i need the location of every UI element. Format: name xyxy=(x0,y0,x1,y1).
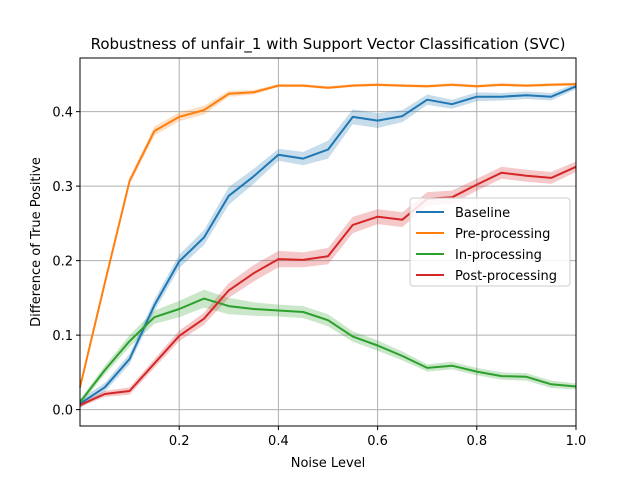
x-tick-label: 0.4 xyxy=(268,434,289,449)
grid xyxy=(80,58,577,426)
x-tick-label: 0.2 xyxy=(169,434,190,449)
y-tick-label: 0.3 xyxy=(52,180,73,195)
post-processing-line xyxy=(79,165,577,407)
y-axis-label: Difference of True Positive xyxy=(29,157,44,327)
legend-box xyxy=(409,197,571,287)
y-tick-label: 0.0 xyxy=(52,404,73,419)
legend-label-baseline: Baseline xyxy=(455,206,510,221)
x-tick-label: 0.6 xyxy=(367,434,388,449)
x-axis-label: Noise Level xyxy=(291,456,366,471)
y-tick-label: 0.2 xyxy=(52,255,73,270)
chart-title: Robustness of unfair_1 with Support Vect… xyxy=(91,35,566,54)
legend-label-pre-processing: Pre-processing xyxy=(455,227,550,242)
pre-processing-line xyxy=(79,83,577,388)
y-tick-label: 0.1 xyxy=(52,329,73,344)
y-tick-label: 0.4 xyxy=(52,106,73,121)
baseline-line xyxy=(79,85,577,405)
x-tick-label: 1.0 xyxy=(566,434,587,449)
x-tick-label: 0.8 xyxy=(466,434,487,449)
legend: Baseline Pre-processing In-processing Post-… xyxy=(409,197,571,287)
in-processing-line xyxy=(79,297,577,403)
legend-label-in-processing: In-processing xyxy=(455,248,542,263)
series-lines xyxy=(79,83,577,407)
plot-frame xyxy=(79,57,577,427)
legend-label-post-processing: Post-processing xyxy=(455,269,557,284)
axis-ticks: 0.2 0.4 0.6 0.8 1.0 0.0 0.1 0.2 0.3 0.4 xyxy=(52,106,586,449)
